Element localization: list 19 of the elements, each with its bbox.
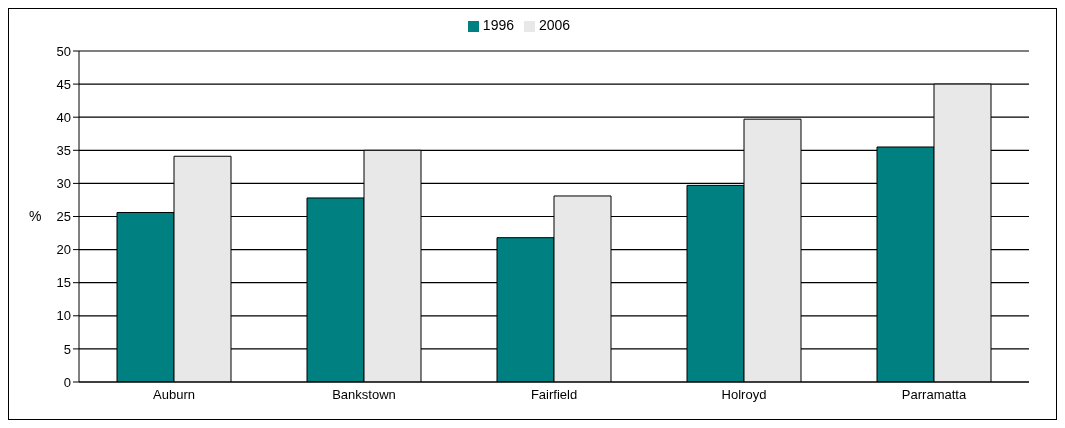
x-tick-label: Parramatta	[901, 387, 967, 403]
y-tick-label: 0	[63, 374, 71, 390]
y-tick-label: 10	[56, 308, 71, 324]
x-tick-label: Auburn	[153, 387, 195, 403]
x-tick-label: Bankstown	[332, 387, 396, 403]
y-tick-label: 45	[56, 76, 71, 92]
y-tick-label: 35	[56, 142, 71, 158]
legend-label: 1996	[482, 17, 514, 33]
y-tick-label: 15	[56, 275, 71, 291]
y-tick-label: 5	[63, 341, 71, 357]
y-axis-title: %	[29, 208, 42, 225]
y-tick-label: 20	[56, 242, 71, 258]
y-tick-label: 25	[56, 209, 71, 225]
x-tick-label: Fairfield	[530, 387, 578, 403]
legend-label: 2006	[539, 17, 571, 33]
y-tick-label: 50	[56, 43, 71, 59]
x-tick-label: Holroyd	[721, 387, 767, 403]
y-tick-label: 40	[56, 109, 71, 125]
y-tick-label: 30	[56, 176, 71, 192]
